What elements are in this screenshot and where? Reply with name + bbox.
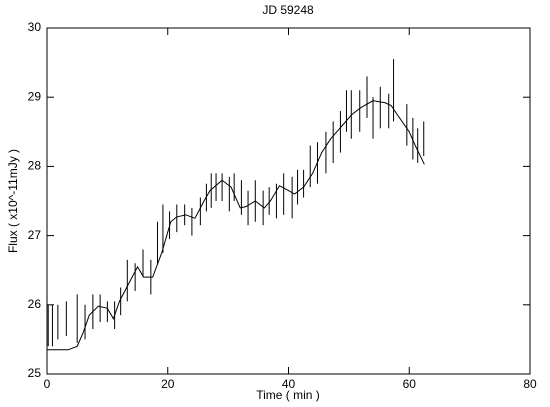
x-axis-label: Time ( min ) bbox=[256, 388, 320, 402]
x-tick-label: 0 bbox=[44, 377, 51, 391]
x-tick-label: 60 bbox=[403, 377, 417, 391]
y-tick-label: 28 bbox=[28, 159, 42, 173]
x-tick-label: 40 bbox=[282, 377, 296, 391]
x-tick-label: 80 bbox=[523, 377, 537, 391]
y-tick-label: 27 bbox=[28, 228, 42, 242]
y-tick-label: 30 bbox=[28, 20, 42, 34]
plot-frame bbox=[46, 27, 531, 375]
y-axis-label: Flux ( x10^-11mJy ) bbox=[6, 149, 20, 253]
y-tick-label: 29 bbox=[28, 89, 42, 103]
model-line bbox=[47, 100, 425, 351]
x-tick-label: 20 bbox=[161, 377, 175, 391]
chart-title: JD 59248 bbox=[262, 3, 314, 17]
y-tick-label: 25 bbox=[28, 366, 42, 380]
y-tick-label: 26 bbox=[28, 297, 42, 311]
